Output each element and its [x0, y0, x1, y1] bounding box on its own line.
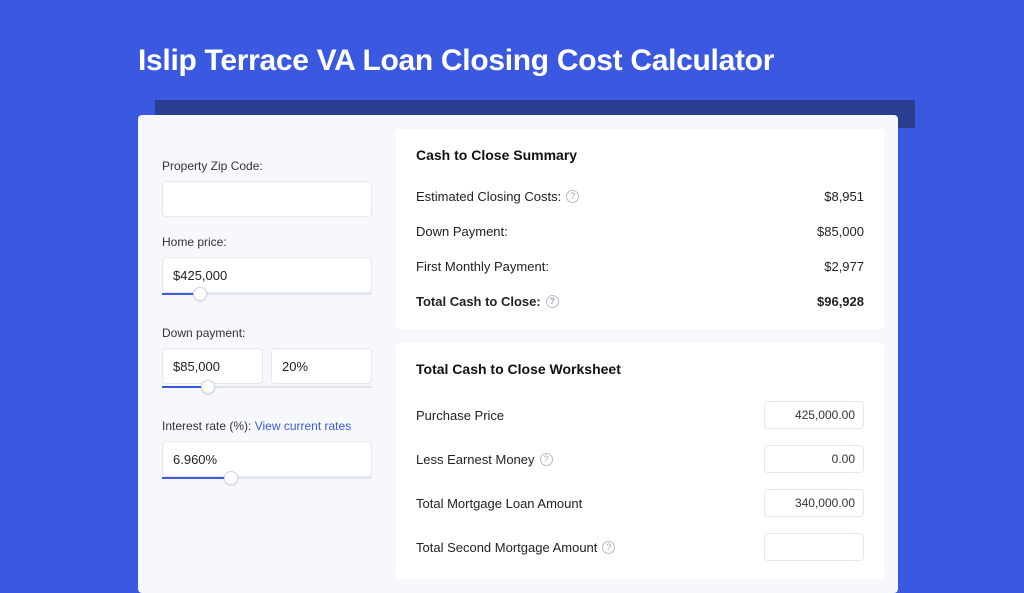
- slider-fill: [162, 477, 231, 479]
- home-price-label: Home price:: [162, 235, 372, 249]
- interest-label-text: Interest rate (%):: [162, 419, 255, 433]
- worksheet-row: Total Second Mortgage Amount?: [416, 525, 864, 569]
- summary-row-value: $85,000: [817, 224, 864, 239]
- slider-thumb[interactable]: [224, 471, 238, 485]
- interest-input[interactable]: [162, 441, 372, 477]
- worksheet-title: Total Cash to Close Worksheet: [416, 361, 864, 377]
- summary-title: Cash to Close Summary: [416, 147, 864, 163]
- home-price-input[interactable]: [162, 257, 372, 293]
- worksheet-rows: Purchase Price Less Earnest Money? Total M…: [416, 393, 864, 569]
- down-payment-pct-input[interactable]: [271, 348, 372, 384]
- summary-row-value: $96,928: [817, 294, 864, 309]
- down-payment-label: Down payment:: [162, 326, 372, 340]
- worksheet-row-label: Purchase Price: [416, 408, 504, 423]
- zip-input[interactable]: [162, 181, 372, 217]
- summary-rows: Estimated Closing Costs:? $8,951 Down Paym…: [416, 179, 864, 319]
- slider-thumb[interactable]: [193, 287, 207, 301]
- view-rates-link[interactable]: View current rates: [255, 419, 352, 433]
- worksheet-value-input[interactable]: [764, 401, 864, 429]
- slider-thumb[interactable]: [201, 380, 215, 394]
- worksheet-value-input[interactable]: [764, 533, 864, 561]
- zip-group: Property Zip Code:: [162, 159, 372, 217]
- page-title: Islip Terrace VA Loan Closing Cost Calcu…: [138, 44, 774, 78]
- worksheet-value-input[interactable]: [764, 445, 864, 473]
- zip-label: Property Zip Code:: [162, 159, 372, 173]
- home-price-group: Home price:: [162, 235, 372, 308]
- help-icon[interactable]: ?: [546, 295, 559, 308]
- worksheet-row-label: Total Mortgage Loan Amount: [416, 496, 582, 511]
- worksheet-row-label: Less Earnest Money?: [416, 452, 553, 467]
- worksheet-row: Purchase Price: [416, 393, 864, 437]
- help-icon[interactable]: ?: [566, 190, 579, 203]
- summary-row: Down Payment: $85,000: [416, 214, 864, 249]
- interest-group: Interest rate (%): View current rates: [162, 419, 372, 492]
- summary-row-value: $2,977: [824, 259, 864, 274]
- worksheet-row-label: Total Second Mortgage Amount?: [416, 540, 615, 555]
- summary-row-value: $8,951: [824, 189, 864, 204]
- down-payment-slider[interactable]: [162, 385, 372, 401]
- interest-slider[interactable]: [162, 476, 372, 492]
- worksheet-value-input[interactable]: [764, 489, 864, 517]
- help-icon[interactable]: ?: [540, 453, 553, 466]
- summary-row-label: Estimated Closing Costs:?: [416, 189, 579, 204]
- help-icon[interactable]: ?: [602, 541, 615, 554]
- worksheet-row: Less Earnest Money?: [416, 437, 864, 481]
- worksheet-row: Total Mortgage Loan Amount: [416, 481, 864, 525]
- down-payment-input[interactable]: [162, 348, 263, 384]
- down-payment-group: Down payment:: [162, 326, 372, 401]
- summary-panel: Cash to Close Summary Estimated Closing …: [396, 129, 884, 329]
- summary-row: Total Cash to Close:? $96,928: [416, 284, 864, 319]
- summary-row: Estimated Closing Costs:? $8,951: [416, 179, 864, 214]
- summary-row-label: First Monthly Payment:: [416, 259, 549, 274]
- home-price-slider[interactable]: [162, 292, 372, 308]
- summary-row-label: Total Cash to Close:?: [416, 294, 559, 309]
- calculator-card: Property Zip Code: Home price: Down paym…: [138, 115, 898, 593]
- summary-row-label: Down Payment:: [416, 224, 508, 239]
- summary-row: First Monthly Payment: $2,977: [416, 249, 864, 284]
- interest-label: Interest rate (%): View current rates: [162, 419, 372, 433]
- worksheet-panel: Total Cash to Close Worksheet Purchase P…: [396, 343, 884, 579]
